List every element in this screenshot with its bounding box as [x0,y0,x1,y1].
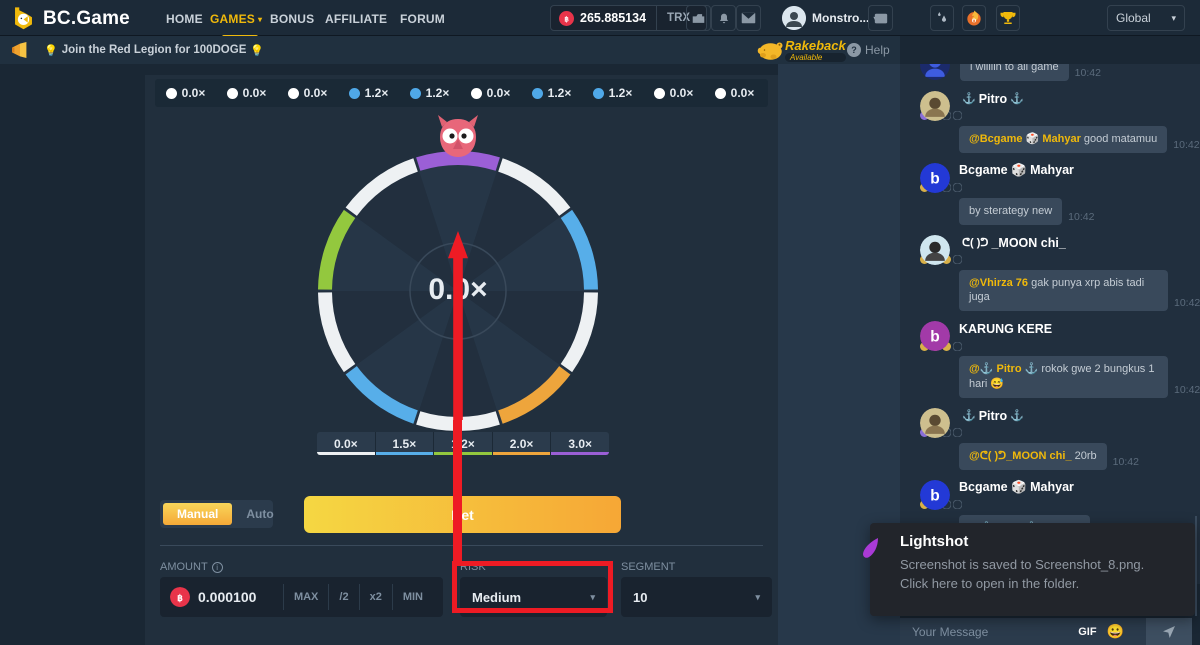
svg-text:฿: ฿ [177,593,183,603]
svg-text:฿: ฿ [973,19,975,23]
svg-text:b: b [930,170,939,187]
svg-text:b: b [930,487,939,504]
svg-text:฿: ฿ [564,15,569,23]
svg-text:b: b [930,329,939,346]
